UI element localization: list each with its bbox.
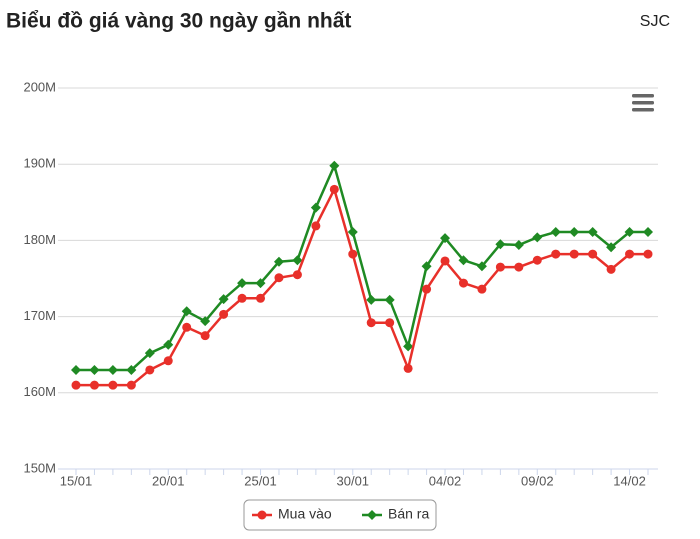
point <box>366 294 377 305</box>
point <box>385 318 395 328</box>
point <box>237 278 248 289</box>
point <box>477 284 487 294</box>
point <box>643 249 653 259</box>
legend-label[interactable]: Bán ra <box>388 506 429 522</box>
x-tick-label: 25/01 <box>244 473 277 488</box>
point <box>514 262 524 272</box>
point <box>458 255 469 266</box>
point <box>421 261 432 272</box>
point <box>550 227 561 238</box>
point <box>569 249 579 259</box>
point <box>71 380 81 390</box>
point <box>71 364 81 375</box>
point <box>348 249 358 259</box>
legend-label[interactable]: Mua vào <box>278 506 332 522</box>
point <box>587 227 598 238</box>
point <box>274 273 284 283</box>
point <box>292 270 302 280</box>
point <box>606 242 617 253</box>
point <box>200 316 211 327</box>
point <box>255 278 266 289</box>
x-tick-label: 04/02 <box>429 473 462 488</box>
point <box>126 380 136 390</box>
point <box>292 255 303 266</box>
point <box>219 309 229 319</box>
chart-title: Biểu đồ giá vàng 30 ngày gần nhất <box>6 10 351 33</box>
point <box>237 293 247 303</box>
legend-box <box>243 499 437 531</box>
point <box>218 294 229 305</box>
point <box>107 364 118 375</box>
point <box>495 262 505 272</box>
legend-marker[interactable] <box>367 510 377 520</box>
point <box>569 227 580 238</box>
point <box>144 348 155 359</box>
point <box>476 261 487 272</box>
point <box>384 294 395 305</box>
point <box>403 341 414 352</box>
point <box>310 202 321 213</box>
point <box>495 239 506 250</box>
series-line <box>76 185 648 387</box>
series-line <box>76 162 648 372</box>
x-tick-label: 20/01 <box>152 473 185 488</box>
point <box>89 364 100 375</box>
point <box>347 227 358 238</box>
x-tick-label: 15/01 <box>60 473 93 488</box>
menu-bar[interactable] <box>632 101 654 105</box>
point <box>624 227 635 238</box>
chart-subtitle: SJC <box>640 13 670 30</box>
point <box>126 364 137 375</box>
point <box>329 184 339 194</box>
point <box>643 227 653 238</box>
point <box>182 322 192 332</box>
point <box>625 249 635 259</box>
point <box>422 284 432 294</box>
point <box>108 380 118 390</box>
point <box>163 356 173 366</box>
point <box>181 306 192 317</box>
point <box>163 339 174 350</box>
legend-marker[interactable] <box>257 510 267 520</box>
point <box>311 221 321 231</box>
menu-button[interactable] <box>632 94 654 112</box>
menu-bar[interactable] <box>632 94 654 98</box>
menu-bar[interactable] <box>632 108 654 112</box>
point <box>532 232 543 243</box>
y-tick-label: 180M <box>23 232 56 247</box>
y-tick-label: 150M <box>23 460 56 475</box>
point <box>458 278 468 288</box>
y-tick-label: 200M <box>23 79 56 94</box>
point <box>513 239 524 250</box>
point <box>273 256 284 267</box>
point <box>532 255 542 265</box>
point <box>606 264 616 274</box>
point <box>89 380 99 390</box>
x-tick-label: 30/01 <box>337 473 370 488</box>
point <box>440 233 451 244</box>
point <box>403 363 413 373</box>
point <box>256 293 266 303</box>
point <box>551 249 561 259</box>
x-tick-label: 09/02 <box>521 473 554 488</box>
point <box>329 160 340 171</box>
point <box>145 365 155 375</box>
y-tick-label: 190M <box>23 156 56 171</box>
y-tick-label: 160M <box>23 384 56 399</box>
point <box>440 256 450 266</box>
point <box>588 249 598 259</box>
y-tick-label: 170M <box>23 308 56 323</box>
point <box>366 318 376 328</box>
point <box>200 331 210 341</box>
x-tick-label: 14/02 <box>613 473 646 488</box>
